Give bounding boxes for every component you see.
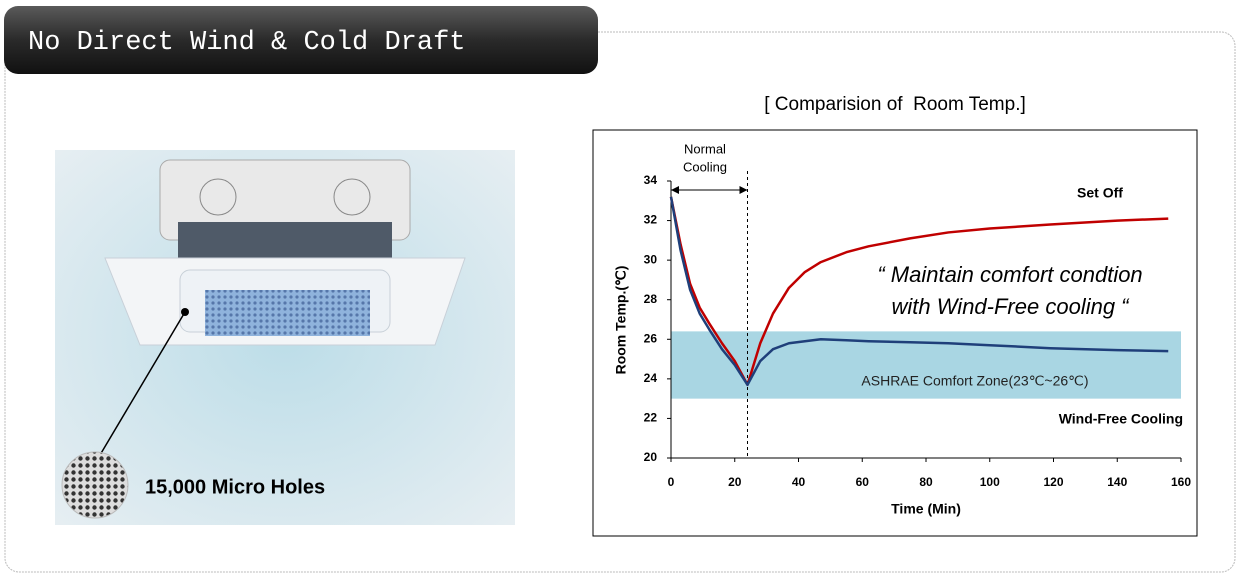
chart-title: [ Comparision of Room Temp.] [764,94,1026,115]
x-tick-label: 80 [919,475,933,489]
series-line [669,196,1169,387]
x-tick-label: 60 [856,475,870,489]
series-name: Set Off [1077,185,1123,201]
y-tick-label: 20 [644,450,658,464]
y-tick-label: 34 [644,173,658,187]
marker-label: Cooling [683,159,727,174]
y-axis-label: Room Temp.(℃) [613,266,629,375]
annotation: with Wind-Free cooling “ [892,294,1131,319]
y-tick-label: 30 [644,252,658,266]
y-tick-label: 24 [644,371,658,385]
x-tick-label: 120 [1043,475,1063,489]
micro-hole-grille [205,290,370,336]
x-tick-label: 160 [1171,475,1191,489]
series-name: Wind-Free Cooling [1059,411,1183,427]
x-tick-label: 0 [668,475,675,489]
header-title: No Direct Wind & Cold Draft [28,28,465,58]
frame [4,31,1236,573]
unit-vent [333,178,371,216]
x-tick-label: 40 [792,475,806,489]
illustration-label: 15,000 Micro Holes [145,476,325,498]
header-tab [4,6,598,74]
series-line [669,196,1169,387]
plot: ASHRAE Comfort Zone(23℃~26℃) 20 22 24 26 28 30… [613,141,1192,516]
x-tick-label: 140 [1107,475,1127,489]
illustration: 15,000 Micro Holes [55,150,515,525]
pointer-line [99,311,186,456]
y-tick-label: 32 [644,213,658,227]
y-tick-label: 28 [644,292,658,306]
x-axis-label: Time (Min) [891,501,961,517]
y-tick-label: 22 [644,411,658,425]
x-tick-label: 20 [728,475,742,489]
marker-label: Normal [684,141,726,156]
pointer-dot [181,308,189,316]
unit-body [178,222,392,262]
band-label: ASHRAE Comfort Zone(23℃~26℃) [861,373,1088,389]
y-tick-label: 26 [644,331,658,345]
annotation: “ Maintain comfort condtion [877,262,1142,287]
holes-zoom [61,451,129,519]
unit-vent [199,178,237,216]
x-tick-label: 100 [980,475,1000,489]
